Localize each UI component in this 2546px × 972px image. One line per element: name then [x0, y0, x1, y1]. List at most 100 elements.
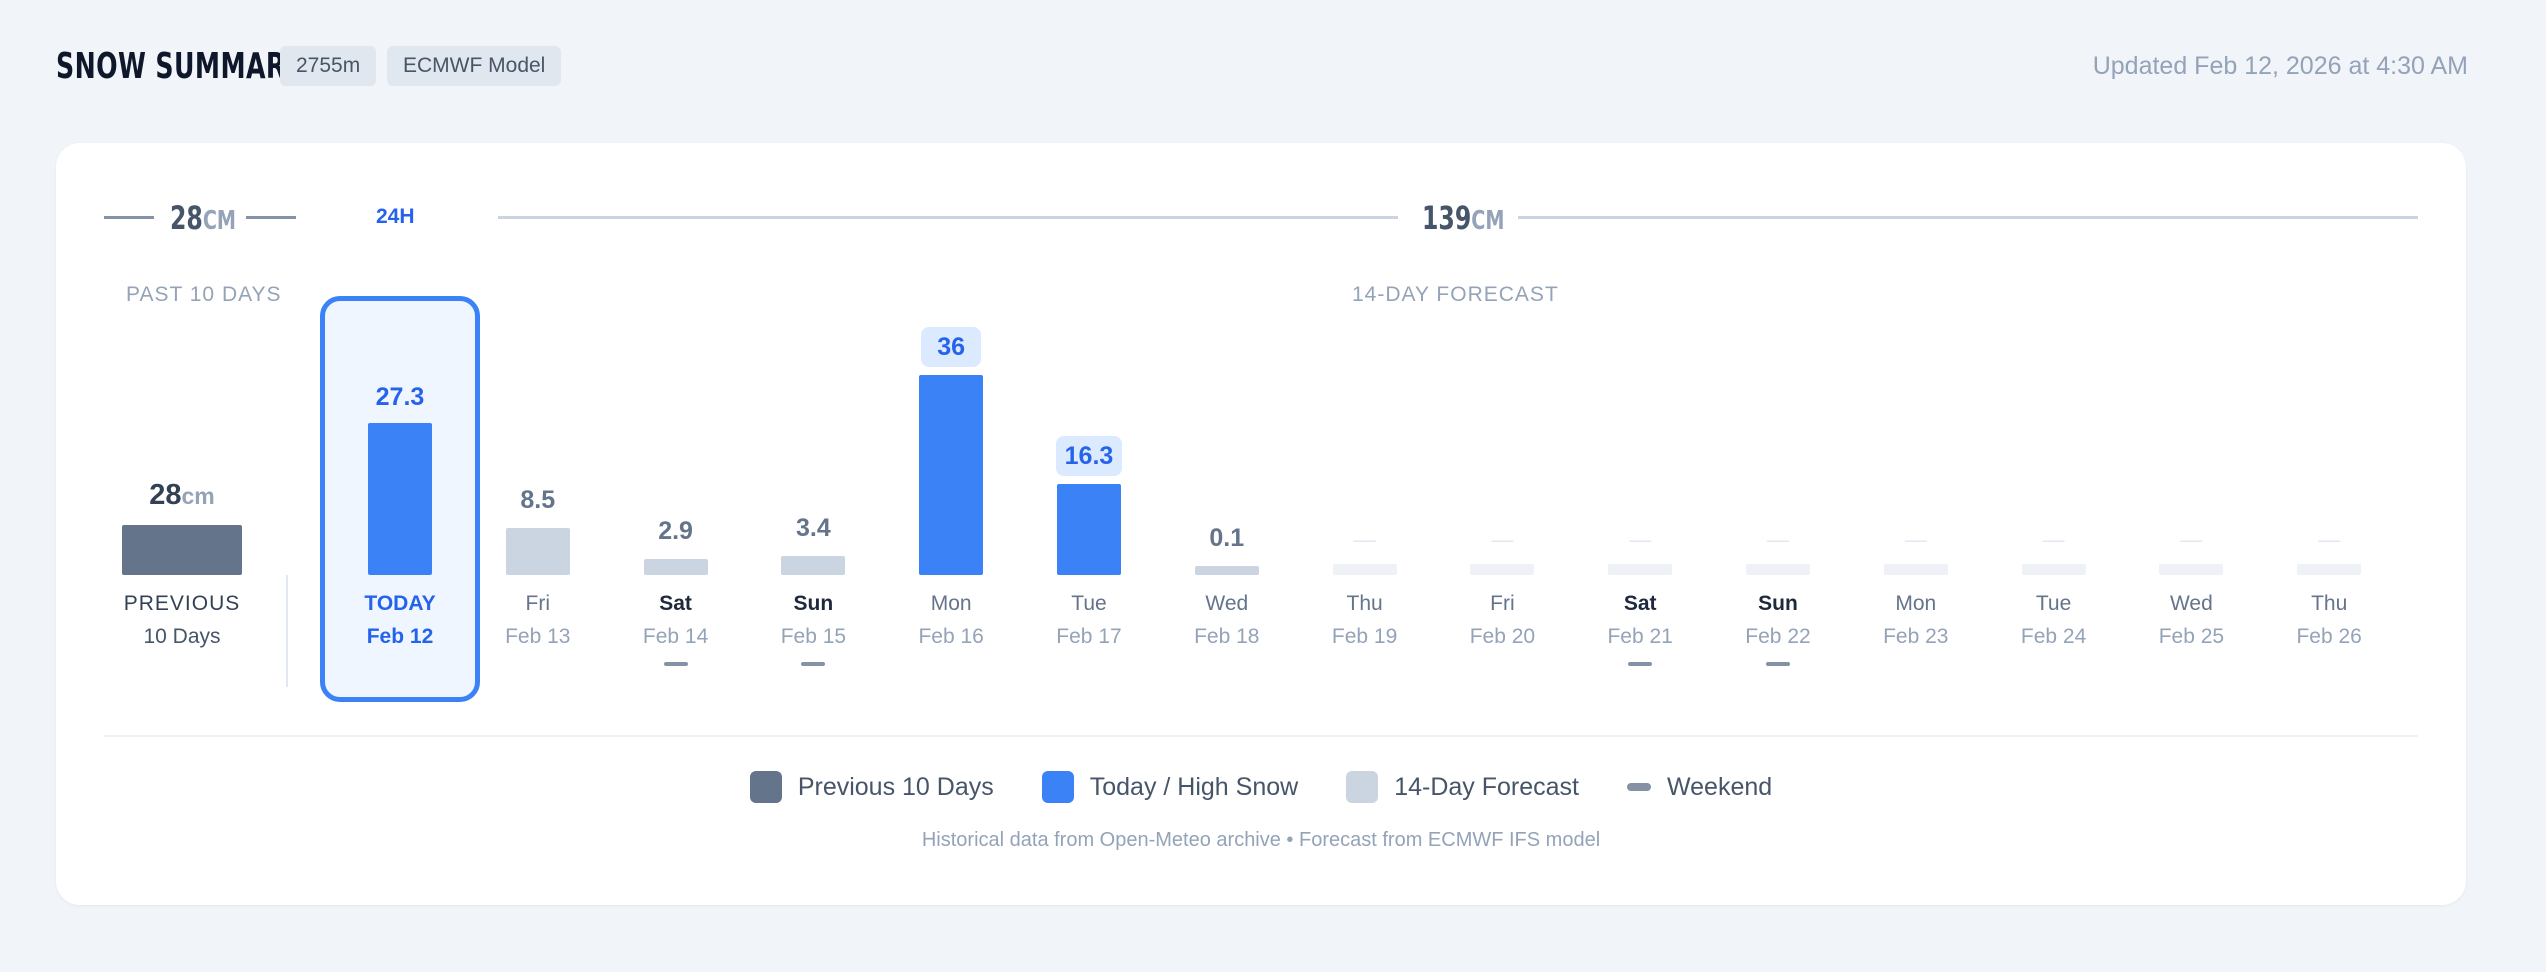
- date-label-feb-24: Feb 24: [2020, 625, 2087, 648]
- date-label-feb-17: Feb 17: [1056, 625, 1122, 648]
- bar-feb-23: [1883, 564, 1948, 575]
- bar-feb-17: [1057, 484, 1121, 575]
- day-label-feb-18: Wed: [1205, 592, 1249, 615]
- day-label-feb-17: Tue: [1071, 592, 1107, 615]
- date-label-feb-18: Feb 18: [1194, 625, 1260, 648]
- bar-feb-13: [505, 527, 570, 575]
- day-label-feb-13: Fri: [525, 592, 551, 615]
- day-label-feb-26: Thu: [2311, 592, 2348, 615]
- date-label-feb-26: Feb 26: [2296, 625, 2362, 648]
- weekend-marker-feb-22: [1766, 662, 1790, 666]
- day-label-feb-15: Sun: [793, 592, 834, 615]
- today-24h-tag: 24H: [376, 205, 415, 228]
- elevation-badge: 2755m: [280, 46, 377, 86]
- bar-feb-26: [2297, 564, 2362, 575]
- value-label-feb-14: 2.9: [658, 516, 693, 545]
- date-label-feb-25: Feb 25: [2158, 625, 2225, 648]
- past-total: 28CM: [170, 199, 236, 237]
- date-label-feb-12: Feb 12: [366, 625, 434, 648]
- bar-feb-14: [643, 558, 708, 575]
- day-label-feb-19: Thu: [1346, 592, 1383, 615]
- value-label-feb-19: —: [1353, 527, 1376, 552]
- value-label-feb-12: 27.3: [375, 383, 425, 412]
- value-label-feb-18: 0.1: [1209, 524, 1245, 552]
- value-label-feb-16: 36: [921, 327, 982, 367]
- date-label-feb-16: Feb 16: [918, 625, 984, 648]
- bar-feb-12: [368, 423, 432, 575]
- forecast-total-value: 139: [1422, 199, 1472, 237]
- bar-feb-19: [1332, 564, 1397, 575]
- legend-item-forecast: 14-Day Forecast: [1346, 771, 1579, 803]
- day-label-feb-14: Sat: [659, 592, 692, 615]
- bar-feb-25: [2159, 564, 2224, 575]
- legend-swatch-forecast: [1346, 771, 1379, 803]
- value-label-feb-24: —: [2042, 527, 2065, 552]
- date-label-feb-15: Feb 15: [780, 625, 847, 648]
- value-label-feb-23: —: [1904, 527, 1927, 552]
- legend-swatch-high: [1041, 771, 1074, 803]
- date-label-feb-14: Feb 14: [642, 625, 709, 648]
- weekend-marker-feb-14: [663, 662, 688, 666]
- day-label-feb-22: Sun: [1758, 592, 1798, 615]
- past-total-unit: CM: [202, 206, 237, 236]
- page-title: SNOW SUMMARY: [56, 46, 303, 87]
- forecast-total-unit: CM: [1471, 206, 1505, 236]
- value-label-feb-17: 16.3: [1056, 436, 1122, 477]
- bar-feb-20: [1470, 564, 1535, 575]
- date-label-feb-19: Feb 19: [1331, 625, 1398, 648]
- legend-label-forecast: 14-Day Forecast: [1394, 772, 1579, 801]
- legend-swatch-weekend: [1627, 783, 1651, 791]
- day-label-feb-23: Mon: [1895, 592, 1937, 615]
- value-label-previous-unit: cm: [181, 483, 215, 509]
- model-badge: ECMWF Model: [387, 46, 562, 86]
- bar-feb-18: [1194, 566, 1259, 575]
- past-section-label: PAST 10 DAYS: [126, 283, 282, 306]
- day-label-feb-16: Mon: [930, 592, 972, 615]
- day-label-feb-21: Sat: [1623, 592, 1657, 615]
- updated-timestamp: Updated Feb 12, 2026 at 4:30 AM: [2092, 52, 2468, 80]
- date-label-previous: 10 Days: [143, 625, 221, 648]
- value-label-feb-13: 8.5: [520, 485, 556, 514]
- value-label-previous: 28cm: [122, 479, 242, 512]
- bar-previous: [122, 525, 242, 575]
- date-label-feb-23: Feb 23: [1883, 625, 1949, 648]
- day-label-feb-12: TODAY: [364, 592, 436, 615]
- snow-summary-card: 28CM 24H 139CM PAST 10 DAYS 14-DAY FOREC…: [56, 143, 2466, 905]
- forecast-total-line-right: [1518, 216, 2418, 219]
- legend-item-weekend: Weekend: [1627, 773, 1772, 802]
- weekend-marker-feb-21: [1628, 662, 1653, 666]
- day-label-feb-20: Fri: [1490, 592, 1515, 615]
- legend-label-previous: Previous 10 Days: [797, 772, 994, 801]
- forecast-total: 139CM: [1422, 199, 1504, 237]
- value-label-feb-26: —: [2318, 527, 2341, 552]
- bar-feb-21: [1608, 564, 1673, 575]
- legend-item-previous: Previous 10 Days: [749, 771, 994, 803]
- bar-feb-22: [1746, 564, 1810, 575]
- day-label-previous: PREVIOUS: [123, 592, 241, 615]
- date-label-feb-20: Feb 20: [1469, 625, 1536, 648]
- weekend-marker-feb-15: [801, 662, 826, 666]
- past-total-line-left: [104, 216, 154, 219]
- value-label-feb-25: —: [2180, 527, 2203, 552]
- legend-label-weekend: Weekend: [1667, 772, 1773, 801]
- day-label-feb-24: Tue: [2035, 592, 2072, 615]
- past-total-value: 28: [170, 199, 203, 237]
- date-label-feb-21: Feb 21: [1607, 625, 1673, 648]
- day-label-feb-25: Wed: [2169, 592, 2213, 615]
- value-label-feb-21: —: [1629, 527, 1652, 552]
- bar-feb-15: [781, 556, 846, 575]
- legend-divider: [104, 735, 2418, 737]
- date-label-feb-13: Feb 13: [505, 625, 571, 648]
- past-total-line-right: [246, 216, 296, 219]
- bar-feb-24: [2021, 564, 2086, 575]
- date-label-feb-22: Feb 22: [1745, 625, 1811, 648]
- value-label-feb-22: —: [1767, 527, 1789, 552]
- legend-item-high: Today / High Snow: [1041, 771, 1298, 803]
- legend: Previous 10 Days Today / High Snow 14-Da…: [56, 767, 2466, 807]
- value-label-feb-15: 3.4: [796, 514, 831, 543]
- bar-feb-16: [919, 375, 984, 575]
- forecast-total-line-left: [498, 216, 1398, 219]
- past-forecast-separator: [286, 575, 288, 687]
- legend-swatch-previous: [749, 771, 782, 803]
- data-source-note: Historical data from Open-Meteo archive …: [921, 829, 1601, 851]
